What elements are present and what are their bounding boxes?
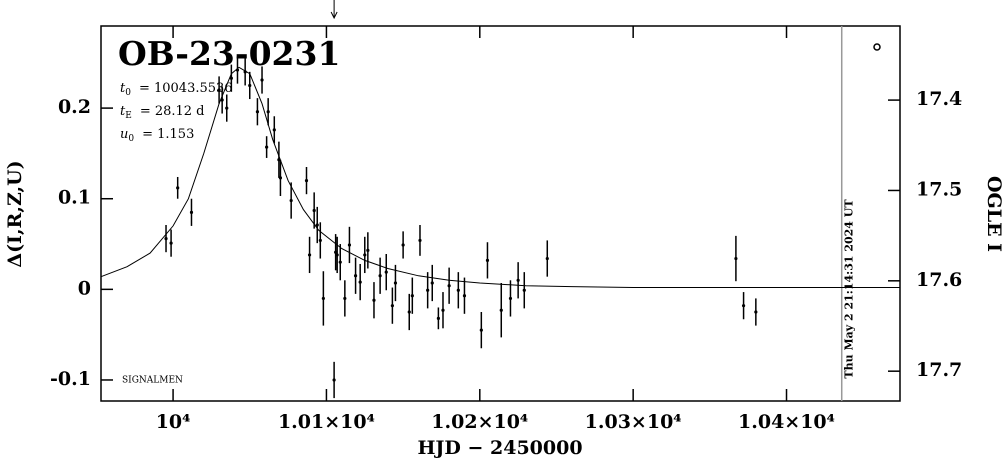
- data-point: [462, 294, 467, 298]
- data-point: [384, 270, 388, 274]
- credit: SIGNALMEN: [122, 376, 183, 386]
- data-point: [243, 70, 247, 74]
- param: t0 = 10043.5536: [120, 81, 233, 98]
- data-point: [176, 186, 180, 190]
- y-axis-label: Δ(I,R,Z,U): [4, 160, 26, 267]
- data-point: [508, 296, 513, 301]
- data-point: [393, 281, 398, 285]
- data-point: [363, 253, 367, 257]
- arrow: [330, 0, 338, 20]
- y2-axis-label: OGLE I: [983, 176, 1004, 252]
- data-point: [441, 308, 445, 312]
- data-point: [217, 88, 221, 92]
- data-point: [315, 223, 319, 227]
- data-point: [522, 288, 526, 292]
- data-point: [164, 237, 168, 241]
- data-point: [545, 256, 549, 261]
- data-point: [189, 210, 194, 214]
- chart-title: OB-23-0231: [118, 34, 340, 73]
- data-point: [260, 78, 264, 82]
- plot-frame: [100, 25, 901, 402]
- data-point: [436, 316, 440, 320]
- data-point: [734, 256, 738, 261]
- y2-tick-label: 17.5: [916, 178, 962, 200]
- data-point: [225, 106, 229, 110]
- data-point: [220, 98, 224, 102]
- data-point: [353, 274, 358, 278]
- param-subscript: 0: [125, 88, 131, 98]
- param-value: = 1.153: [142, 127, 194, 142]
- data-point: [447, 284, 451, 288]
- data-point: [499, 308, 503, 312]
- x-tick-label: 1.03×10⁴: [585, 411, 682, 433]
- param-symbol: t: [120, 104, 126, 119]
- x-tick-label: 1.04×10⁴: [738, 411, 835, 433]
- data-point: [485, 258, 490, 262]
- data-point: [304, 179, 309, 183]
- data-point: [430, 281, 434, 285]
- param-value: = 10043.5536: [139, 81, 233, 96]
- y-tick-label: 0.2: [58, 96, 91, 118]
- x-tick-label: 1.02×10⁴: [431, 411, 528, 433]
- data-point: [338, 260, 342, 264]
- param-symbol: t: [120, 81, 126, 96]
- data-point: [265, 145, 269, 149]
- data-point: [426, 288, 430, 292]
- param-symbol: u: [120, 127, 128, 142]
- data-point: [366, 248, 370, 252]
- data-point: [479, 328, 483, 332]
- model-curve: [100, 66, 900, 288]
- param-value: = 28.12 d: [140, 104, 205, 119]
- x-axis-label: HJD − 2450000: [417, 437, 582, 459]
- y2-tick-label: 17.6: [916, 269, 962, 291]
- data-point: [407, 310, 411, 314]
- param: tE = 28.12 d: [120, 104, 205, 121]
- data-point: [169, 241, 173, 245]
- data-point: [516, 278, 520, 282]
- data-point: [347, 243, 352, 247]
- data-point: [410, 294, 414, 298]
- timestamp: Thu May 2 21:14:31 2024 UT: [843, 199, 856, 379]
- data-point: [335, 253, 339, 257]
- x-tick-label: 1.01×10⁴: [278, 411, 375, 433]
- data-point: [332, 378, 336, 382]
- data-point: [289, 198, 293, 203]
- data-point: [255, 110, 260, 114]
- data-point: [307, 253, 312, 257]
- x-tick-label: 10⁴: [156, 411, 191, 433]
- y-tick-label: 0.1: [58, 187, 91, 209]
- data-point: [312, 208, 316, 213]
- symbol: [873, 43, 881, 51]
- data-point: [266, 110, 270, 114]
- y-tick-label: 0: [78, 277, 91, 299]
- y2-tick-label: 17.7: [916, 359, 962, 381]
- data-point: [741, 304, 746, 308]
- param: u0 = 1.153: [120, 127, 194, 144]
- data-point: [358, 280, 362, 284]
- data-point: [343, 296, 347, 301]
- data-point: [248, 83, 252, 88]
- y2-tick-label: 17.4: [916, 88, 962, 110]
- data-point: [278, 176, 283, 180]
- data-point: [372, 298, 376, 302]
- data-point: [390, 304, 394, 308]
- param-subscript: E: [125, 111, 132, 121]
- data-point: [229, 76, 233, 80]
- data-point: [754, 310, 758, 314]
- data-point: [378, 274, 382, 278]
- y-tick-label: -0.1: [50, 368, 91, 390]
- data-point: [318, 238, 322, 243]
- data-point: [321, 296, 325, 301]
- data-point: [456, 288, 460, 292]
- param-subscript: 0: [128, 134, 134, 144]
- data-point: [235, 68, 240, 72]
- data-point: [418, 238, 422, 243]
- data-point: [401, 243, 405, 247]
- data-point: [272, 128, 276, 132]
